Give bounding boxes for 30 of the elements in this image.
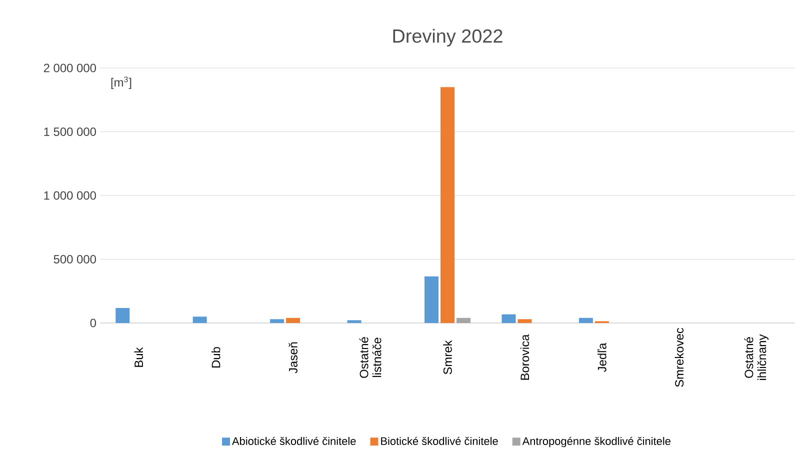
bar <box>440 87 455 323</box>
bar <box>456 318 471 323</box>
bar <box>116 308 130 323</box>
bar <box>424 276 439 323</box>
y-tick-label: 1 500 000 <box>44 128 96 136</box>
bar <box>270 319 284 323</box>
bar <box>502 314 516 323</box>
y-tick-label: 2 000 000 <box>44 64 96 72</box>
chart-title: Dreviny 2022 <box>393 28 502 46</box>
bar <box>286 318 300 323</box>
x-tick-label: Ostatné ihličnany <box>744 334 769 380</box>
x-tick-label: Jaseň <box>288 342 298 374</box>
y-tick-label: 0 <box>90 318 96 328</box>
x-tick-label: Borovica <box>520 334 530 380</box>
y-axis-title: [m$^{3}$] <box>111 76 132 90</box>
bar <box>347 320 362 323</box>
x-tick-label: Smrekovec <box>674 328 684 387</box>
x-tick-label: Dub <box>211 347 220 368</box>
legend-label: Biotické škodlivé činitele <box>381 436 498 446</box>
x-tick-label: Smrek <box>443 340 452 374</box>
x-tick-label: Buk <box>134 347 143 367</box>
bar <box>518 319 532 323</box>
legend-label: Antropogénne škodlivé činitele <box>522 436 670 448</box>
legend-label: Abiotické škodlivé činitele <box>232 436 356 446</box>
bar <box>578 318 593 323</box>
x-tick-label: Ostatné listnáče <box>359 337 382 378</box>
y-tick-label: 1 000 000 <box>44 191 96 200</box>
bar <box>192 316 207 323</box>
x-tick-label: Jedľa <box>598 342 606 372</box>
y-tick-label: 500 000 <box>54 255 96 264</box>
